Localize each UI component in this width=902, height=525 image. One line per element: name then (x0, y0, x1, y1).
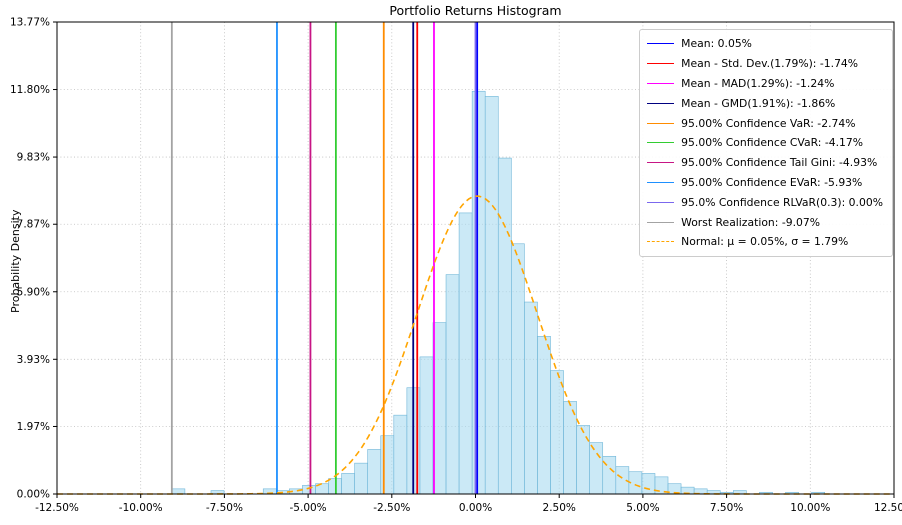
legend-line-swatch (647, 221, 675, 223)
y-tick-label: 13.77% (10, 17, 50, 29)
legend-item: 95.00% Confidence VaR: -2.74% (647, 113, 883, 133)
x-tick-label: 10.00% (790, 502, 830, 514)
x-tick-label: -2.50% (373, 502, 410, 514)
legend-label: Worst Realization: -9.07% (681, 215, 821, 229)
x-tick-label: 2.50% (543, 502, 576, 514)
legend-item: Mean: 0.05% (647, 34, 883, 54)
legend-line-swatch (647, 181, 675, 183)
legend-line-swatch (647, 162, 675, 164)
legend-label: 95.00% Confidence VaR: -2.74% (681, 116, 856, 130)
y-tick-label: 5.90% (17, 286, 50, 298)
legend-label: Mean: 0.05% (681, 37, 752, 51)
legend-label: Mean - Std. Dev.(1.79%): -1.74% (681, 57, 859, 71)
legend-line-swatch (647, 82, 675, 84)
y-tick-label: 11.80% (10, 84, 50, 96)
x-tick-label: -7.50% (206, 502, 243, 514)
chart-title: Portfolio Returns Histogram (389, 3, 562, 18)
y-tick-label: 0.00% (17, 489, 50, 501)
x-tick-label: 7.50% (710, 502, 743, 514)
x-tick-label: -5.00% (290, 502, 327, 514)
legend-item: 95.00% Confidence CVaR: -4.17% (647, 133, 883, 153)
legend-item: Normal: μ = 0.05%, σ = 1.79% (647, 232, 883, 252)
legend-label: 95.0% Confidence RLVaR(0.3): 0.00% (681, 195, 883, 209)
legend-line-swatch (647, 63, 675, 65)
legend-label: 95.00% Confidence Tail Gini: -4.93% (681, 156, 878, 170)
legend-item: 95.00% Confidence Tail Gini: -4.93% (647, 153, 883, 173)
legend-item: Mean - Std. Dev.(1.79%): -1.74% (647, 54, 883, 74)
legend-label: 95.00% Confidence CVaR: -4.17% (681, 136, 864, 150)
legend-item: Worst Realization: -9.07% (647, 212, 883, 232)
legend-label: 95.00% Confidence EVaR: -5.93% (681, 175, 863, 189)
legend-label: Mean - MAD(1.29%): -1.24% (681, 76, 835, 90)
axis-ticks: -12.50% -10.00% -7.50% -5.00% -2.50% 0.00% 2.5… (10, 17, 902, 515)
x-tick-label: -10.00% (119, 502, 163, 514)
legend-item: 95.00% Confidence EVaR: -5.93% (647, 173, 883, 193)
y-tick-label: 9.83% (17, 152, 50, 164)
x-tick-label: -12.50% (35, 502, 79, 514)
legend-item: Mean - MAD(1.29%): -1.24% (647, 74, 883, 94)
legend-line-swatch (647, 142, 675, 144)
legend-line-swatch (647, 122, 675, 124)
legend-label: Normal: μ = 0.05%, σ = 1.79% (681, 235, 849, 249)
x-tick-label: 0.00% (459, 502, 492, 514)
y-tick-label: 1.97% (17, 421, 50, 433)
legend-label: Mean - GMD(1.91%): -1.86% (681, 96, 836, 110)
legend-line-swatch (647, 102, 675, 104)
legend-line-swatch (647, 43, 675, 45)
legend-item: 95.0% Confidence RLVaR(0.3): 0.00% (647, 192, 883, 212)
y-tick-label: 3.93% (17, 354, 50, 366)
legend-line-swatch (647, 201, 675, 203)
legend-item: Mean - GMD(1.91%): -1.86% (647, 93, 883, 113)
x-tick-label: 5.00% (626, 502, 659, 514)
y-tick-label: 7.87% (17, 219, 50, 231)
histogram-bars (171, 90, 825, 495)
risk-measure-lines (170, 22, 479, 494)
legend-line-swatch (647, 241, 675, 243)
x-tick-label: 12.50% (874, 502, 902, 514)
legend: Mean: 0.05% Mean - Std. Dev.(1.79%): -1.7… (639, 29, 893, 257)
